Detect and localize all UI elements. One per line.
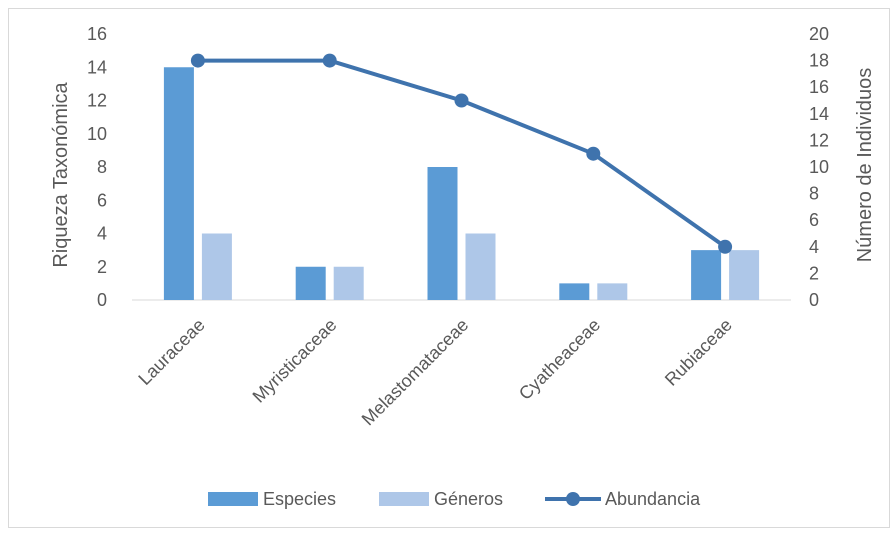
legend-marker — [566, 492, 580, 506]
bar-especies — [427, 167, 458, 300]
bar-gneros — [729, 250, 760, 300]
bars-layer — [163, 67, 760, 300]
right-y-tick-label: 10 — [809, 157, 829, 177]
left-y-tick-label: 16 — [87, 24, 107, 44]
legend-label: Especies — [263, 489, 336, 509]
abundancia-point — [718, 239, 733, 254]
right-axis-title: Número de Individuos — [854, 68, 876, 263]
x-category-label: Melastomataceae — [358, 315, 473, 430]
bar-especies — [295, 266, 326, 300]
bar-especies — [691, 250, 722, 300]
line-layer — [190, 53, 733, 254]
legend-swatch — [208, 492, 258, 506]
chart-frame: 0 2 4 6 8 10 12 14 16 0 2 4 6 8 10 12 14 16 18 20 Lauracea… — [8, 8, 890, 528]
left-y-axis: 0 2 4 6 8 10 12 14 16 — [87, 24, 107, 310]
left-y-tick-label: 0 — [97, 290, 107, 310]
right-y-tick-label: 6 — [809, 210, 819, 230]
x-category-label: Rubiaceae — [661, 315, 736, 390]
legend-label: Géneros — [434, 489, 503, 509]
bar-gneros — [333, 266, 364, 300]
x-category-label: Lauraceae — [134, 315, 208, 389]
left-axis-title: Riqueza Taxonómica — [50, 81, 72, 267]
abundancia-point — [190, 53, 205, 68]
combo-chart: 0 2 4 6 8 10 12 14 16 0 2 4 6 8 10 12 14 16 18 20 Lauracea… — [50, 24, 876, 509]
abundancia-point — [322, 53, 337, 68]
left-y-tick-label: 8 — [97, 157, 107, 177]
right-y-tick-label: 20 — [809, 24, 829, 44]
abundancia-line — [197, 58, 727, 249]
bar-gneros — [201, 233, 232, 300]
bar-especies — [559, 283, 590, 300]
x-category-label: Myristicaceae — [249, 315, 341, 407]
right-y-tick-label: 2 — [809, 263, 819, 283]
right-y-axis: 0 2 4 6 8 10 12 14 16 18 20 — [809, 24, 829, 310]
legend-swatch — [379, 492, 429, 506]
abundancia-point — [586, 146, 601, 161]
x-axis-labels: Lauraceae Myristicaceae Melastomataceae Cya… — [134, 315, 736, 430]
left-y-tick-label: 6 — [97, 190, 107, 210]
bar-gneros — [597, 283, 628, 300]
left-y-tick-label: 10 — [87, 124, 107, 144]
right-y-tick-label: 4 — [809, 237, 819, 257]
right-y-tick-label: 8 — [809, 184, 819, 204]
right-y-tick-label: 16 — [809, 77, 829, 97]
right-y-tick-label: 18 — [809, 51, 829, 71]
left-y-tick-label: 12 — [87, 91, 107, 111]
right-y-tick-label: 0 — [809, 290, 819, 310]
right-y-tick-label: 12 — [809, 130, 829, 150]
right-y-tick-label: 14 — [809, 104, 829, 124]
legend-label: Abundancia — [605, 489, 701, 509]
left-y-tick-label: 2 — [97, 257, 107, 277]
abundancia-point — [454, 93, 469, 108]
x-category-label: Cyatheaceae — [515, 315, 604, 404]
bar-gneros — [465, 233, 496, 300]
legend: Especies Géneros Abundancia — [208, 489, 701, 509]
left-y-tick-label: 4 — [97, 224, 107, 244]
left-y-tick-label: 14 — [87, 57, 107, 77]
bar-especies — [163, 67, 194, 300]
